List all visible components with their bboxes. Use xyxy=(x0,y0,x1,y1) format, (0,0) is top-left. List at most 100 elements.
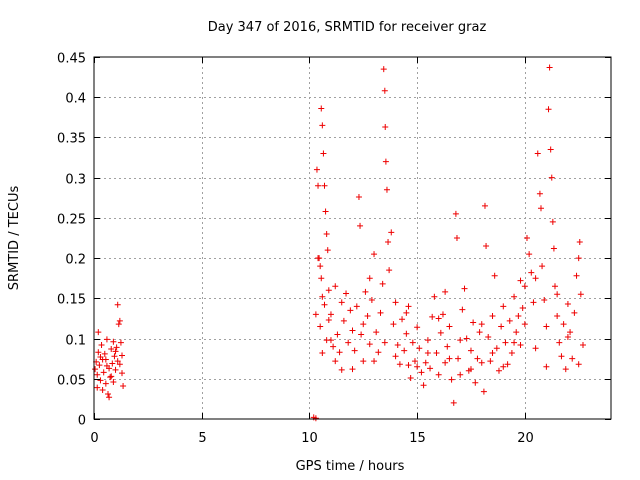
data-point xyxy=(437,329,444,336)
y-tick-label: 0.2 xyxy=(65,253,86,268)
data-point xyxy=(511,293,518,300)
data-point xyxy=(392,299,399,306)
data-point xyxy=(353,303,360,310)
data-point xyxy=(569,355,576,362)
data-point xyxy=(537,205,544,212)
data-point xyxy=(392,353,399,360)
data-point xyxy=(550,245,557,252)
data-point xyxy=(360,358,367,365)
data-point xyxy=(98,341,105,348)
data-point xyxy=(457,337,464,344)
data-point xyxy=(571,309,578,316)
data-point xyxy=(558,353,565,360)
data-point xyxy=(325,287,332,294)
data-point xyxy=(442,288,449,295)
data-point xyxy=(110,338,117,345)
data-point xyxy=(382,158,389,165)
data-point xyxy=(312,415,319,422)
data-point xyxy=(321,301,328,308)
data-point xyxy=(405,303,412,310)
data-point xyxy=(120,383,127,390)
data-point xyxy=(489,350,496,357)
data-point xyxy=(435,315,442,322)
data-point xyxy=(530,299,537,306)
data-point xyxy=(534,150,541,157)
data-point xyxy=(114,358,121,365)
data-point xyxy=(101,350,108,357)
data-point xyxy=(573,272,580,279)
data-point xyxy=(420,382,427,389)
data-point xyxy=(457,371,464,378)
data-point xyxy=(349,327,356,334)
data-point xyxy=(519,304,526,311)
data-point xyxy=(379,280,386,287)
data-point xyxy=(551,283,558,290)
data-point xyxy=(380,66,387,73)
data-point xyxy=(414,324,421,331)
data-point xyxy=(478,359,485,366)
data-point xyxy=(401,347,408,354)
data-point xyxy=(382,123,389,130)
chart-title: Day 347 of 2016, SRMTID for receiver gra… xyxy=(208,20,487,35)
data-point xyxy=(513,329,520,336)
data-point xyxy=(96,362,103,369)
data-point xyxy=(362,288,369,295)
data-point xyxy=(532,345,539,352)
data-point xyxy=(94,371,101,378)
data-point xyxy=(105,391,112,398)
data-point xyxy=(431,293,438,300)
data-point xyxy=(521,321,528,328)
data-point xyxy=(575,255,582,262)
data-point xyxy=(564,300,571,307)
data-point xyxy=(100,369,107,376)
data-point xyxy=(523,235,530,241)
data-point xyxy=(107,374,114,381)
data-point xyxy=(424,337,431,344)
data-point xyxy=(485,333,492,340)
y-tick-label: 0 xyxy=(78,414,86,429)
data-point xyxy=(478,321,485,328)
data-point xyxy=(461,285,468,292)
data-point xyxy=(403,309,410,316)
y-tick-label: 0.1 xyxy=(65,334,86,349)
data-point xyxy=(564,333,571,340)
data-point xyxy=(385,239,392,246)
data-point xyxy=(429,313,436,320)
data-point xyxy=(502,339,509,346)
data-point xyxy=(102,356,109,363)
data-point xyxy=(554,291,561,298)
x-tick-label: 5 xyxy=(198,431,206,446)
data-point xyxy=(448,376,455,383)
data-point xyxy=(371,358,378,365)
data-point xyxy=(427,365,434,372)
data-point xyxy=(418,369,425,376)
data-point xyxy=(327,337,334,344)
data-point xyxy=(416,345,423,352)
data-point xyxy=(358,331,365,338)
data-point xyxy=(315,182,322,189)
data-point xyxy=(579,341,586,348)
data-point xyxy=(317,263,324,270)
data-point xyxy=(336,349,343,356)
data-point xyxy=(409,339,416,346)
data-point xyxy=(546,64,553,71)
data-point xyxy=(366,341,373,348)
data-point xyxy=(357,222,364,229)
data-point xyxy=(493,345,500,352)
data-point xyxy=(315,255,322,262)
data-point xyxy=(515,313,522,320)
y-tick-label: 0.05 xyxy=(57,374,86,389)
data-point xyxy=(444,343,451,350)
data-point xyxy=(411,358,418,365)
plot-frame xyxy=(93,56,612,420)
x-tick-label: 0 xyxy=(90,431,98,446)
data-point xyxy=(388,229,395,236)
data-point xyxy=(375,349,382,356)
data-point xyxy=(549,218,556,225)
data-point xyxy=(106,365,113,372)
data-point xyxy=(489,313,496,320)
data-point xyxy=(338,366,345,373)
data-point xyxy=(332,358,339,365)
data-point xyxy=(340,317,347,324)
